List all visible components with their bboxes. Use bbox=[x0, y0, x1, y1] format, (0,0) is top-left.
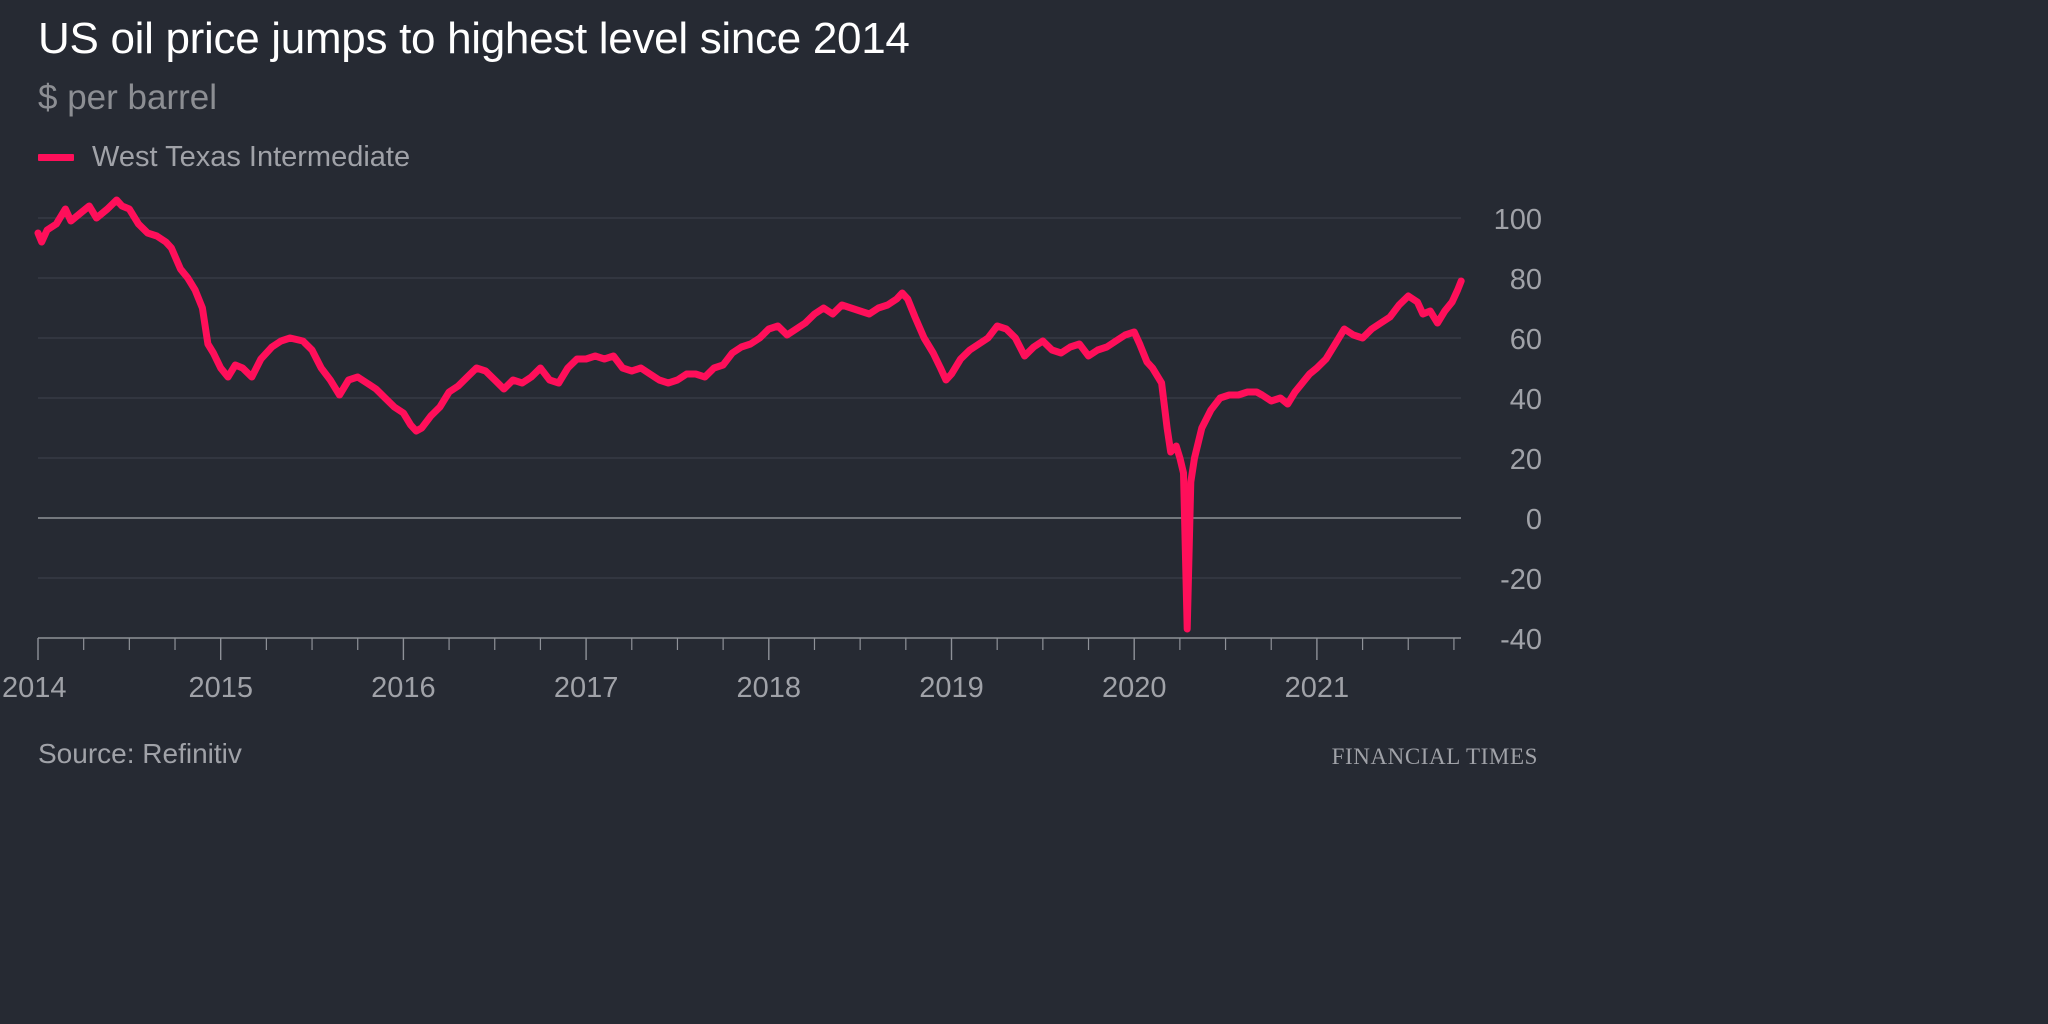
y-tick-label: 60 bbox=[1510, 324, 1542, 356]
x-tick-label: 2020 bbox=[1102, 672, 1167, 704]
line-chart: 100 80 60 40 20 0 -20 -40 2014 2015 2016 2017 2018 20… bbox=[2, 196, 1542, 704]
x-tick-label: 2017 bbox=[554, 672, 619, 704]
chart-subtitle: $ per barrel bbox=[38, 78, 217, 117]
legend-label: West Texas Intermediate bbox=[92, 141, 411, 173]
series-line-wti bbox=[34, 196, 1465, 633]
legend-swatch bbox=[38, 154, 74, 161]
y-tick-label: 40 bbox=[1510, 384, 1542, 416]
x-tick-label: 2014 bbox=[2, 672, 67, 704]
x-tick-label: 2021 bbox=[1285, 672, 1350, 704]
x-tick-label: 2018 bbox=[737, 672, 802, 704]
y-tick-label: -40 bbox=[1500, 624, 1542, 656]
y-tick-label: 20 bbox=[1510, 444, 1542, 476]
y-tick-label: 80 bbox=[1510, 264, 1542, 296]
y-tick-label: 100 bbox=[1494, 204, 1542, 236]
x-tick-label: 2019 bbox=[919, 672, 984, 704]
chart-title: US oil price jumps to highest level sinc… bbox=[38, 14, 910, 63]
source-note: Source: Refinitiv bbox=[38, 738, 242, 769]
y-tick-label: -20 bbox=[1500, 564, 1542, 596]
chart-legend: West Texas Intermediate bbox=[38, 141, 410, 174]
brand-wordmark: FINANCIAL TIMES bbox=[1331, 744, 1538, 769]
y-tick-label: 0 bbox=[1526, 504, 1542, 536]
x-tick-label: 2015 bbox=[188, 672, 253, 704]
x-tick-label: 2016 bbox=[371, 672, 436, 704]
